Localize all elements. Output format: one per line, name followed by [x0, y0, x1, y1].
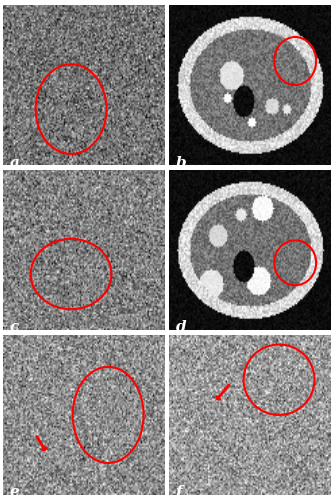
Text: b: b: [176, 156, 186, 170]
Text: a: a: [10, 156, 20, 170]
Text: c: c: [10, 320, 19, 334]
Text: f: f: [176, 486, 182, 500]
Text: d: d: [176, 320, 186, 334]
Text: e: e: [10, 486, 20, 500]
